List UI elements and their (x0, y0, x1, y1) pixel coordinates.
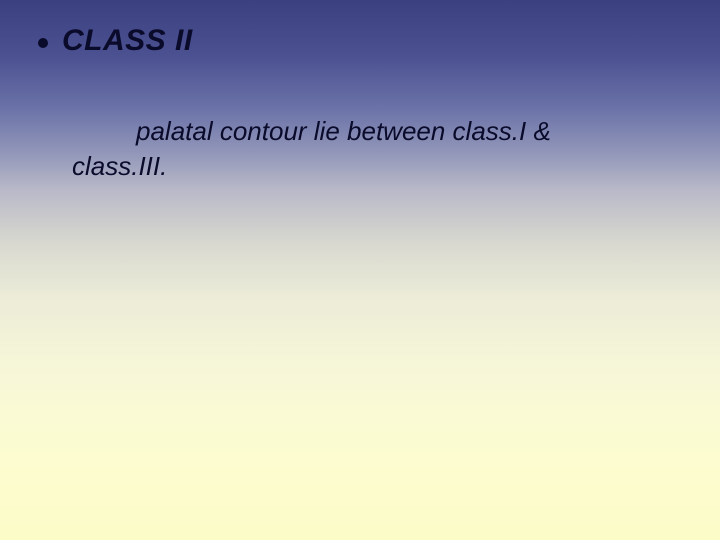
body-line-2: class.III. (72, 149, 680, 184)
slide-title: CLASS II (62, 24, 193, 58)
body-line-1: palatal contour lie between class.I & (72, 114, 680, 149)
bullet-icon (38, 38, 48, 48)
slide: CLASS II palatal contour lie between cla… (0, 0, 720, 540)
slide-body: palatal contour lie between class.I & cl… (72, 114, 680, 184)
title-row: CLASS II (38, 24, 193, 58)
